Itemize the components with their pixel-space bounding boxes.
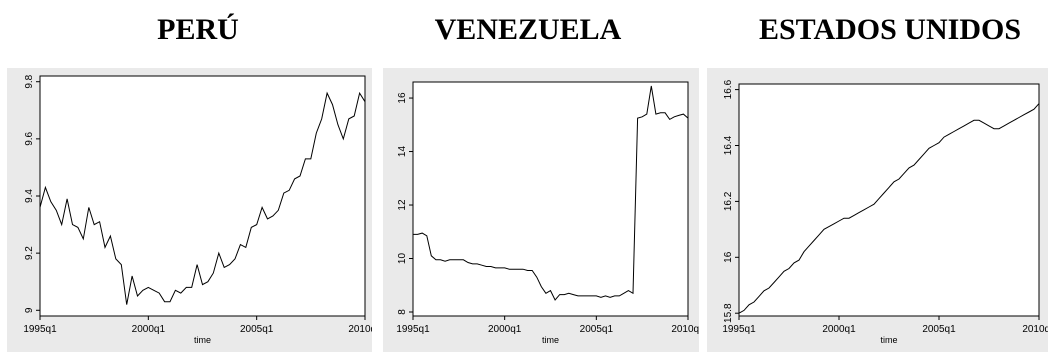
y-tick-label: 9.8	[24, 74, 35, 88]
plot-area	[39, 75, 366, 317]
series-line	[39, 91, 366, 305]
chart-panel-peru: 9 9.2 9.4 9.6 9.8 1995q1 2000q1 2005q1 2010q1 tim…	[7, 68, 372, 352]
chart-panel-estados-unidos: 15.8 16 16.2 16.4 16.6 1995q1 2000q1 2005q1 2010…	[707, 68, 1048, 352]
x-tick-label: 2005q1	[240, 324, 274, 335]
y-tick-label: 15.8	[723, 303, 734, 323]
line-chart-estados-unidos: 15.8 16 16.2 16.4 16.6 1995q1 2000q1 2005q1 2010…	[722, 79, 1048, 345]
y-tick-label: 14	[397, 146, 408, 158]
y-tick-label: 12	[397, 199, 408, 211]
y-tick-label: 16	[723, 251, 734, 263]
y-tick-label: 9.6	[24, 131, 35, 145]
y-tick-label: 16	[397, 92, 408, 104]
x-tick-label: 1995q1	[396, 324, 430, 335]
y-tick-label: 9.2	[24, 246, 35, 260]
series-line	[738, 103, 1040, 314]
y-tick-label: 16.6	[723, 79, 734, 99]
x-tick-label: 2000q1	[132, 324, 166, 335]
chart-panel-venezuela: 8 10 12 14 16 1995q1 2000q1 2005q1 2010q1 time	[383, 68, 699, 352]
y-tick-label: 16.2	[723, 191, 734, 211]
plot-area	[738, 83, 1040, 317]
y-tick-label: 9	[24, 307, 35, 313]
x-tick-label: 1995q1	[23, 324, 57, 335]
y-tick-label: 10	[397, 253, 408, 265]
x-tick-label: 2005q1	[922, 324, 956, 335]
line-chart-venezuela: 8 10 12 14 16 1995q1 2000q1 2005q1 2010q1 time	[396, 81, 699, 345]
x-tick-label: 2000q1	[488, 324, 522, 335]
x-tick-label: 2010q1	[671, 324, 699, 335]
heading-estados-unidos: ESTADOS UNIDOS	[758, 13, 1022, 46]
x-tick-label: 2000q1	[822, 324, 856, 335]
heading-peru: PERÚ	[157, 13, 239, 46]
x-axis-label: time	[880, 335, 897, 345]
x-tick-label: 2005q1	[580, 324, 614, 335]
y-tick-label: 16.4	[723, 135, 734, 155]
plot-area	[412, 81, 689, 317]
x-axis-label: time	[194, 335, 211, 345]
x-tick-label: 2010q1	[348, 324, 372, 335]
heading-venezuela: VENEZUELA	[434, 13, 622, 46]
line-chart-peru: 9 9.2 9.4 9.6 9.8 1995q1 2000q1 2005q1 2010q1 tim…	[23, 74, 372, 345]
x-axis-label: time	[542, 335, 559, 345]
y-tick-label: 9.4	[24, 189, 35, 203]
x-tick-label: 1995q1	[722, 324, 756, 335]
y-tick-label: 8	[397, 309, 408, 315]
series-line	[413, 85, 689, 301]
x-tick-label: 2010q1	[1022, 324, 1048, 335]
